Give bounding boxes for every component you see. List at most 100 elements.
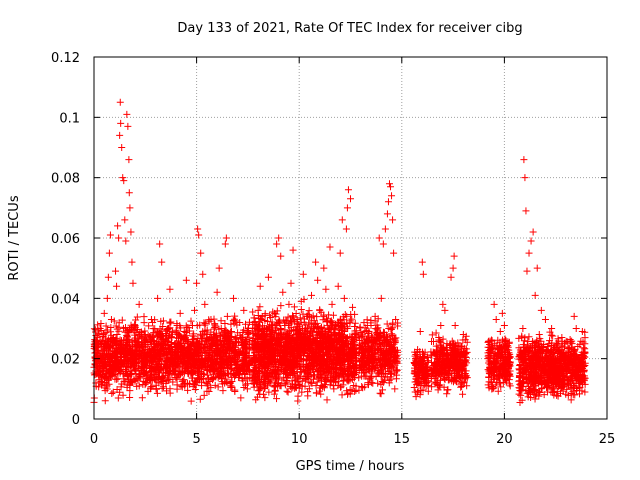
- roti-point: [294, 397, 302, 405]
- roti-point: [178, 383, 186, 391]
- roti-point: [117, 383, 125, 391]
- roti-point: [217, 317, 225, 325]
- roti-point: [351, 323, 359, 331]
- grid: [94, 57, 607, 419]
- roti-point: [265, 388, 273, 396]
- roti-point: [240, 365, 248, 373]
- roti-point: [240, 359, 248, 367]
- roti-point: [459, 390, 467, 398]
- roti-point: [443, 390, 451, 398]
- roti-point: [93, 333, 101, 341]
- roti-point: [222, 375, 230, 383]
- roti-point: [165, 334, 173, 342]
- roti-point: [203, 387, 211, 395]
- roti-point: [249, 308, 257, 316]
- roti-point: [241, 340, 249, 348]
- roti-point: [138, 394, 146, 402]
- roti-point: [113, 349, 121, 357]
- roti-point: [241, 370, 249, 378]
- roti-point: [130, 326, 138, 334]
- roti-point: [119, 370, 127, 378]
- roti-point: [178, 334, 186, 342]
- roti-point: [249, 379, 257, 387]
- roti-point: [166, 345, 174, 353]
- roti-point: [383, 320, 391, 328]
- roti-point: [273, 395, 281, 403]
- roti-point: [202, 337, 210, 345]
- roti-point: [135, 347, 143, 355]
- roti-point: [153, 389, 161, 397]
- roti-point: [102, 382, 110, 390]
- roti-point: [118, 316, 126, 324]
- roti-point: [102, 322, 110, 330]
- roti-point: [223, 362, 231, 370]
- roti-point: [228, 366, 236, 374]
- roti-point: [163, 369, 171, 377]
- roti-point: [129, 363, 137, 371]
- roti-point: [146, 338, 154, 346]
- roti-point: [348, 315, 356, 323]
- roti-point: [506, 382, 514, 390]
- roti-point: [126, 377, 134, 385]
- roti-point: [187, 317, 195, 325]
- roti-point: [312, 389, 320, 397]
- roti-point: [304, 388, 312, 396]
- roti-point: [181, 333, 189, 341]
- roti-point: [173, 374, 181, 382]
- roti-point: [261, 394, 269, 402]
- roti-point: [428, 331, 436, 339]
- roti-point: [184, 379, 192, 387]
- roti-point: [244, 380, 252, 388]
- roti-point: [117, 362, 125, 370]
- roti-point: [122, 365, 130, 373]
- roti-point: [227, 343, 235, 351]
- roti-point: [218, 364, 226, 372]
- roti-point: [221, 320, 229, 328]
- roti-point: [297, 305, 305, 313]
- roti-point: [254, 387, 262, 395]
- roti-point: [227, 328, 235, 336]
- roti-point: [200, 319, 208, 327]
- roti-point: [319, 316, 327, 324]
- roti-point: [233, 338, 241, 346]
- roti-point: [191, 385, 199, 393]
- roti-point: [211, 381, 219, 389]
- roti-point: [190, 380, 198, 388]
- roti-point: [97, 320, 105, 328]
- roti-point: [256, 318, 264, 326]
- roti-point: [190, 335, 198, 343]
- roti-point: [214, 383, 222, 391]
- roti-point: [209, 376, 217, 384]
- roti-point: [237, 360, 245, 368]
- roti-point: [122, 342, 130, 350]
- roti-point: [234, 351, 242, 359]
- roti-point: [205, 366, 213, 374]
- roti-point: [148, 357, 156, 365]
- roti-point: [231, 387, 239, 395]
- roti-point: [230, 343, 238, 351]
- roti-point: [123, 372, 131, 380]
- roti-point: [184, 386, 192, 394]
- roti-point: [171, 367, 179, 375]
- roti-point: [196, 358, 204, 366]
- roti-point: [142, 341, 150, 349]
- roti-point: [135, 341, 143, 349]
- roti-point: [94, 321, 102, 329]
- roti-point: [166, 389, 174, 397]
- roti-point: [139, 360, 147, 368]
- roti-point: [235, 374, 243, 382]
- roti-point: [105, 347, 113, 355]
- roti-point: [156, 366, 164, 374]
- roti-point: [338, 391, 346, 399]
- roti-point: [216, 331, 224, 339]
- roti-point: [156, 351, 164, 359]
- roti-point: [505, 380, 513, 388]
- roti-point: [230, 315, 238, 323]
- roti-point: [185, 324, 193, 332]
- roti-point: [173, 381, 181, 389]
- roti-point: [239, 335, 247, 343]
- roti-point: [243, 348, 251, 356]
- roti-point: [172, 326, 180, 334]
- roti-point: [142, 336, 150, 344]
